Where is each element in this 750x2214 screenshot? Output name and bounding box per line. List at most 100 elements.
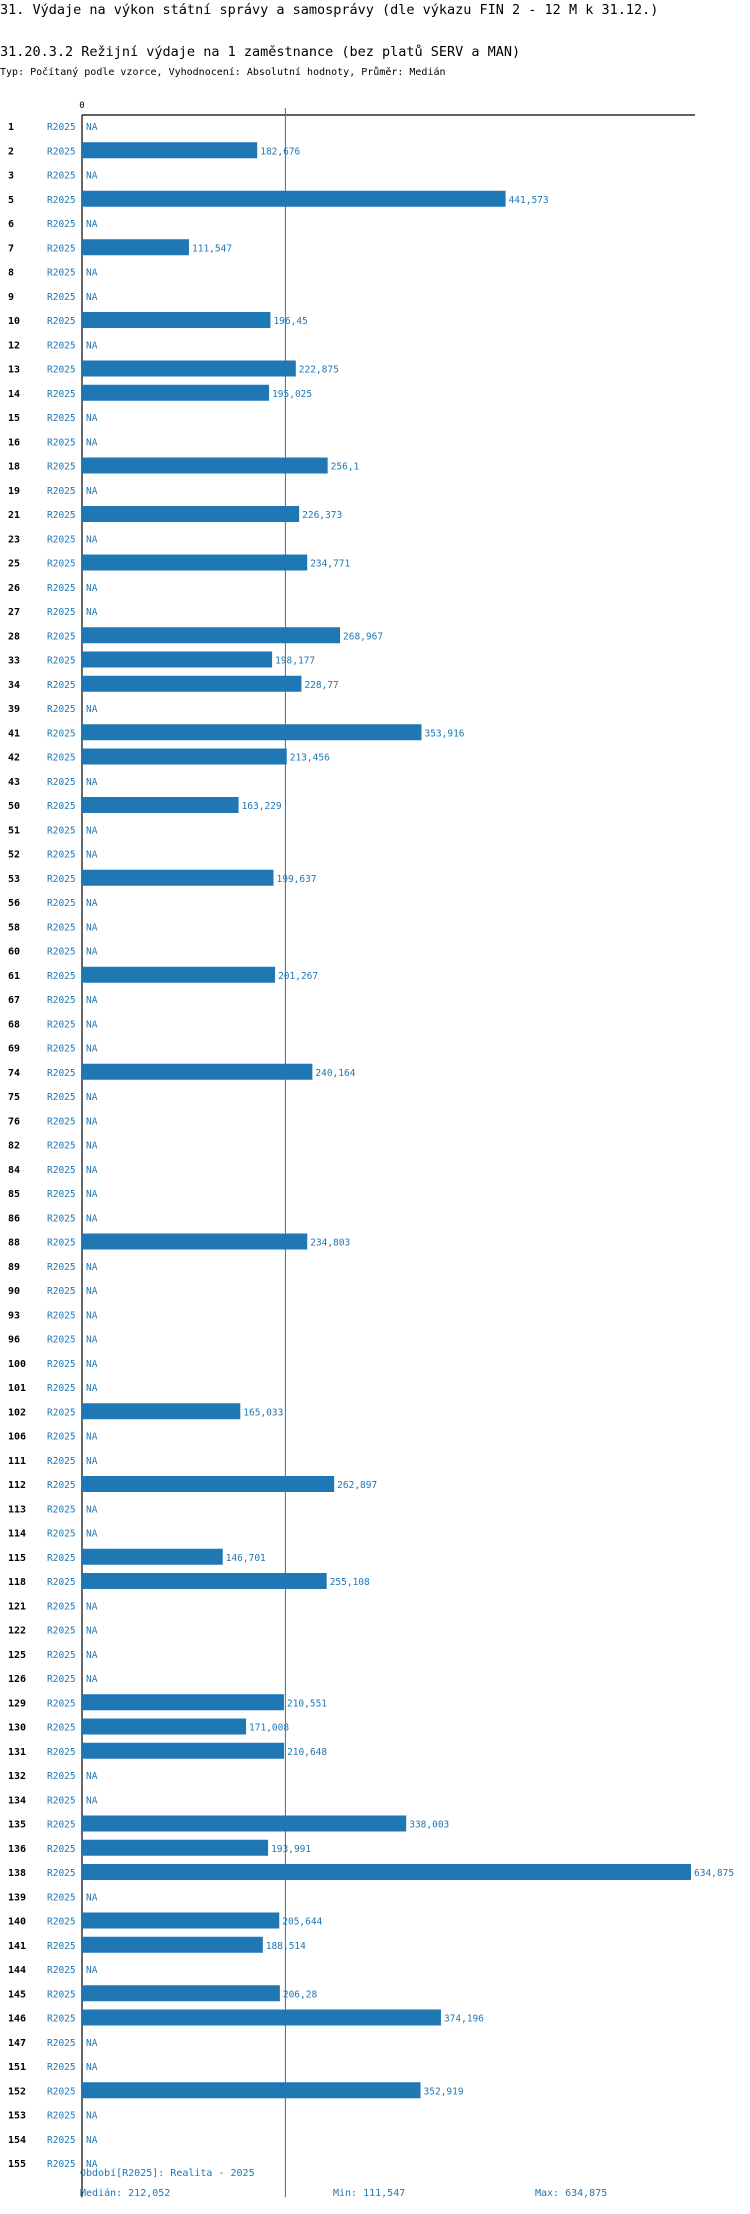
row-na-label: NA bbox=[86, 2062, 98, 2073]
bar bbox=[82, 1573, 327, 1589]
bar-value-label: 240,164 bbox=[315, 1068, 355, 1079]
row-id-label: 19 bbox=[8, 486, 20, 497]
row-id-label: 52 bbox=[8, 850, 20, 861]
row-id-label: 132 bbox=[8, 1771, 26, 1782]
row-id-label: 139 bbox=[8, 1892, 26, 1903]
row-id-label: 50 bbox=[8, 801, 20, 812]
row-id-label: 76 bbox=[8, 1116, 20, 1127]
row-na-label: NA bbox=[86, 898, 98, 909]
row-period-label: R2025 bbox=[47, 1262, 76, 1273]
row-id-label: 100 bbox=[8, 1359, 26, 1370]
row-period-label: R2025 bbox=[47, 1795, 76, 1806]
row-period-label: R2025 bbox=[47, 559, 76, 570]
row-na-label: NA bbox=[86, 947, 98, 958]
bar-value-label: 188,514 bbox=[266, 1941, 306, 1952]
row-na-label: NA bbox=[86, 1189, 98, 1200]
row-id-label: 15 bbox=[8, 413, 20, 424]
row-id-label: 106 bbox=[8, 1432, 26, 1443]
row-period-label: R2025 bbox=[47, 1820, 76, 1831]
row-id-label: 122 bbox=[8, 1626, 26, 1637]
row-period-label: R2025 bbox=[47, 995, 76, 1006]
bar-value-label: 201,267 bbox=[278, 971, 318, 982]
bar-value-label: 441,573 bbox=[509, 195, 549, 206]
row-id-label: 18 bbox=[8, 462, 20, 473]
row-period-label: R2025 bbox=[47, 1383, 76, 1394]
row-period-label: R2025 bbox=[47, 1044, 76, 1055]
row-period-label: R2025 bbox=[47, 1965, 76, 1976]
row-period-label: R2025 bbox=[47, 462, 76, 473]
row-period-label: R2025 bbox=[47, 850, 76, 861]
row-period-label: R2025 bbox=[47, 1504, 76, 1515]
row-na-label: NA bbox=[86, 1432, 98, 1443]
bar bbox=[82, 554, 308, 571]
bar bbox=[82, 675, 302, 692]
bar-value-label: 234,771 bbox=[310, 559, 350, 570]
row-id-label: 147 bbox=[8, 2038, 26, 2049]
bar-value-label: 206,28 bbox=[283, 1989, 318, 2000]
row-id-label: 138 bbox=[8, 1868, 26, 1879]
row-id-label: 136 bbox=[8, 1844, 26, 1855]
row-id-label: 60 bbox=[8, 947, 20, 958]
row-id-label: 135 bbox=[8, 1820, 26, 1831]
bar bbox=[82, 360, 296, 377]
row-na-label: NA bbox=[86, 1456, 98, 1467]
footer-max: Max: 634,875 bbox=[535, 2188, 608, 2199]
bar bbox=[82, 506, 300, 522]
row-id-label: 6 bbox=[8, 219, 14, 230]
row-period-label: R2025 bbox=[47, 583, 76, 594]
row-period-label: R2025 bbox=[47, 1068, 76, 1079]
row-id-label: 126 bbox=[8, 1674, 26, 1685]
bar bbox=[82, 724, 422, 741]
bar bbox=[82, 1476, 335, 1492]
row-period-label: R2025 bbox=[47, 1553, 76, 1564]
row-period-label: R2025 bbox=[47, 171, 76, 182]
row-period-label: R2025 bbox=[47, 486, 76, 497]
bar-value-label: 163,229 bbox=[242, 801, 282, 812]
row-id-label: 130 bbox=[8, 1723, 26, 1734]
row-period-label: R2025 bbox=[47, 1432, 76, 1443]
bar bbox=[82, 2082, 421, 2099]
row-id-label: 93 bbox=[8, 1310, 20, 1321]
bar bbox=[82, 1742, 285, 1759]
bar-value-label: 222,875 bbox=[299, 365, 339, 376]
row-id-label: 16 bbox=[8, 437, 20, 448]
bar-value-label: 268,967 bbox=[343, 631, 383, 642]
bar-value-label: 165,033 bbox=[243, 1407, 283, 1418]
row-period-label: R2025 bbox=[47, 1213, 76, 1224]
row-id-label: 27 bbox=[8, 607, 20, 618]
row-period-label: R2025 bbox=[47, 1771, 76, 1782]
footer-period: Období[R2025]: Realita - 2025 bbox=[80, 2168, 255, 2179]
row-na-label: NA bbox=[86, 1383, 98, 1394]
row-id-label: 8 bbox=[8, 268, 14, 279]
row-na-label: NA bbox=[86, 534, 98, 545]
row-id-label: 89 bbox=[8, 1262, 20, 1273]
row-id-label: 58 bbox=[8, 922, 20, 933]
row-id-label: 155 bbox=[8, 2159, 26, 2170]
row-period-label: R2025 bbox=[47, 2038, 76, 2049]
row-na-label: NA bbox=[86, 583, 98, 594]
row-na-label: NA bbox=[86, 2135, 98, 2146]
row-id-label: 7 bbox=[8, 243, 14, 254]
row-id-label: 25 bbox=[8, 559, 20, 570]
row-id-label: 112 bbox=[8, 1480, 26, 1491]
row-period-label: R2025 bbox=[47, 316, 76, 327]
row-na-label: NA bbox=[86, 1335, 98, 1346]
row-period-label: R2025 bbox=[47, 1601, 76, 1612]
row-period-label: R2025 bbox=[47, 1286, 76, 1297]
row-id-label: 85 bbox=[8, 1189, 20, 1200]
row-id-label: 88 bbox=[8, 1238, 20, 1249]
row-period-label: R2025 bbox=[47, 1674, 76, 1685]
bar bbox=[82, 1233, 308, 1250]
row-period-label: R2025 bbox=[47, 1116, 76, 1127]
bar-value-label: 196,45 bbox=[273, 316, 307, 327]
row-period-label: R2025 bbox=[47, 680, 76, 691]
row-period-label: R2025 bbox=[47, 1019, 76, 1030]
row-period-label: R2025 bbox=[47, 195, 76, 206]
row-na-label: NA bbox=[86, 1141, 98, 1152]
row-id-label: 113 bbox=[8, 1504, 26, 1515]
row-id-label: 75 bbox=[8, 1092, 20, 1103]
row-na-label: NA bbox=[86, 607, 98, 618]
row-id-label: 96 bbox=[8, 1335, 20, 1346]
row-id-label: 74 bbox=[8, 1068, 20, 1079]
row-na-label: NA bbox=[86, 2038, 98, 2049]
